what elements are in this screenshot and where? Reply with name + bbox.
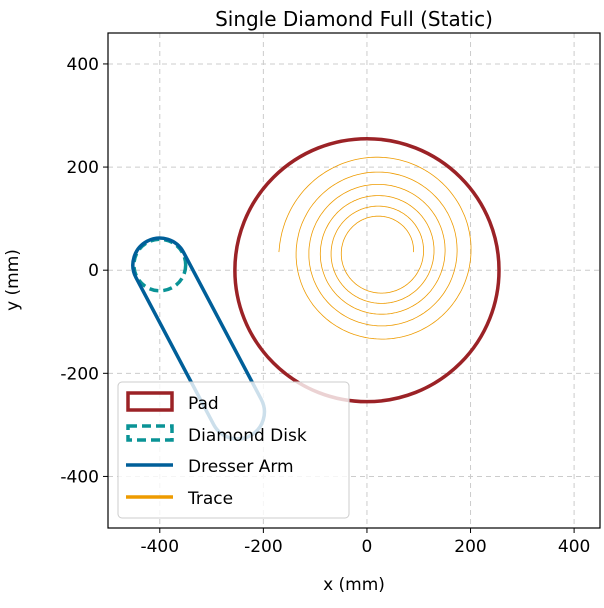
y-tick-label: 400	[67, 55, 99, 75]
legend: Pad Diamond Disk Dresser Arm Trace	[117, 381, 350, 519]
legend-label-arm: Dresser Arm	[188, 457, 294, 477]
chart-title: Single Diamond Full (Static)	[215, 7, 493, 31]
pad-circle	[233, 136, 501, 404]
plot-frame	[107, 32, 601, 529]
legend-label-trace: Trace	[187, 489, 233, 509]
legend-swatch-disk	[126, 424, 174, 442]
x-tick-label: -400	[140, 537, 179, 557]
trace-line	[278, 156, 472, 340]
y-tick-label: -200	[60, 364, 99, 384]
y-tick-label: -400	[60, 467, 99, 487]
x-tick-label: 200	[454, 537, 486, 557]
y-tick-label: 0	[88, 261, 99, 281]
y-axis-label: y (mm)	[3, 249, 23, 311]
x-axis-label: x (mm)	[323, 575, 385, 595]
legend-label-pad: Pad	[188, 394, 219, 414]
x-tick-label: 0	[362, 537, 373, 557]
legend-label-disk: Diamond Disk	[188, 426, 307, 446]
legend-swatch-pad	[126, 391, 174, 412]
x-tick-label: -200	[244, 537, 283, 557]
y-tick-label: 200	[67, 158, 99, 178]
grid	[108, 33, 600, 528]
x-tick-label: 400	[558, 537, 590, 557]
